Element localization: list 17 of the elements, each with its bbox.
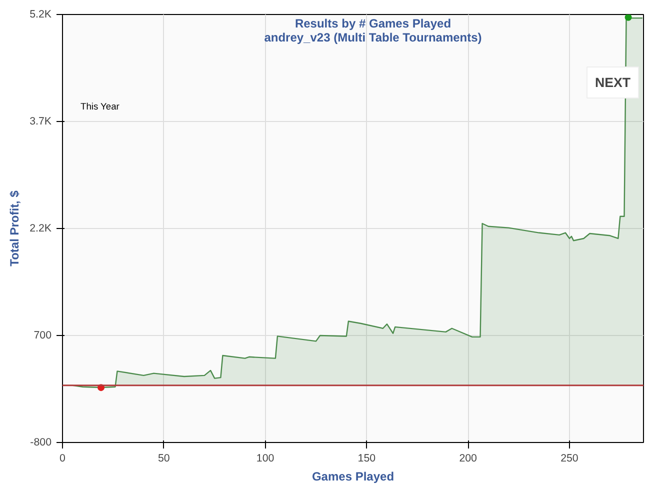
y-tick-label: 700 — [34, 330, 52, 342]
y-tick-label: -800 — [30, 436, 52, 448]
text: andrey_v23 (Multi Table Tournaments) — [264, 30, 482, 44]
y-tick-label: 5.2K — [30, 8, 52, 20]
x-tick-label: 250 — [560, 452, 578, 464]
x-tick-label: 50 — [158, 452, 170, 464]
annotation: This Year — [80, 102, 120, 112]
x-tick-label: 200 — [459, 452, 478, 464]
annotation: NEXT — [594, 75, 630, 90]
x-tick-label: 150 — [358, 452, 376, 464]
x-axis-title: Games Played — [312, 470, 394, 484]
y-tick-label: 3.7K — [30, 116, 52, 128]
y-axis-title: Total Profit, $ — [8, 190, 22, 266]
x-tick-label: 0 — [60, 452, 66, 464]
x-tick-label: 100 — [256, 452, 274, 464]
y-tick-label: 2.2K — [30, 222, 52, 234]
chart-title: Results by # Games Played — [294, 16, 452, 30]
